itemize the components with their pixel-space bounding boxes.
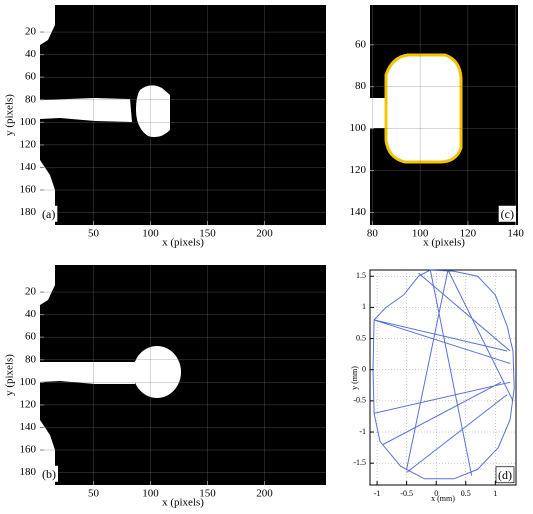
x-tick-label: 100: [412, 228, 429, 240]
data-line: [372, 269, 515, 480]
y-tick-label: 100: [20, 376, 37, 388]
y-tick-label: -0.5: [353, 396, 366, 405]
x-tick-label: -0.5: [400, 489, 413, 498]
y-tick-label: 100: [20, 116, 37, 128]
y-tick-label: 100: [350, 122, 367, 134]
x-tick-label: -1: [374, 489, 381, 498]
y-tick-label: 1: [362, 302, 366, 311]
x-tick-label: 0: [434, 489, 438, 498]
image-shape: [370, 98, 386, 128]
panel-label-bg: [495, 466, 515, 484]
y-tick-label: 20: [25, 286, 37, 298]
y-tick-label: 140: [20, 421, 37, 433]
x-tick-label: 150: [199, 228, 216, 240]
y-tick-label: 160: [20, 444, 37, 456]
image-shape: [40, 265, 181, 485]
y-tick-label: 180: [20, 206, 37, 218]
x-axis-label: x (pixels): [423, 237, 465, 249]
y-tick-label: 160: [20, 184, 37, 196]
x-tick-label: 150: [199, 488, 216, 500]
x-tick-label: 1: [493, 489, 497, 498]
x-tick-label: 50: [88, 488, 100, 500]
y-tick-label: 40: [25, 48, 37, 60]
y-tick-label: 60: [25, 71, 37, 83]
y-tick-label: 80: [25, 93, 37, 105]
y-tick-label: 60: [355, 38, 367, 50]
y-axis-label: y (mm): [350, 366, 359, 390]
image-shape: [40, 5, 170, 225]
x-axis-label: x (pixels): [162, 237, 204, 249]
y-tick-label: 80: [355, 80, 367, 92]
panel-label: (d): [498, 468, 512, 482]
y-tick-label: 0.5: [356, 333, 366, 342]
plot-area-d: [369, 269, 517, 486]
y-tick-label: 140: [350, 206, 367, 218]
y-tick-label: 120: [20, 138, 37, 150]
x-tick-label: 50: [88, 228, 100, 240]
y-tick-label: -1: [359, 427, 366, 436]
y-tick-label: 120: [20, 398, 37, 410]
y-tick-label: 20: [25, 26, 37, 38]
y-axis-label: y (pixels): [4, 354, 16, 396]
y-tick-label: -1.5: [353, 458, 366, 467]
x-tick-label: 200: [256, 228, 273, 240]
y-tick-label: 180: [20, 466, 37, 478]
panel-label-bg: [40, 205, 58, 222]
y-tick-label: 40: [25, 308, 37, 320]
x-tick-label: 120: [460, 228, 477, 240]
y-tick-label: 120: [350, 164, 367, 176]
panel-label: (c): [501, 207, 514, 221]
y-tick-label: 80: [25, 353, 37, 365]
x-axis-label: x (mm): [431, 494, 455, 503]
x-tick-label: 0.5: [461, 489, 471, 498]
image-shape: [384, 53, 463, 164]
x-tick-label: 80: [367, 228, 379, 240]
y-tick-label: 1.5: [356, 271, 366, 280]
panel-label-bg: [40, 465, 58, 482]
x-tick-label: 100: [142, 488, 159, 500]
x-axis-label: x (pixels): [162, 497, 204, 509]
panel-label-bg: [498, 205, 516, 222]
y-tick-label: 140: [20, 161, 37, 173]
x-tick-label: 200: [256, 488, 273, 500]
data-line: [373, 269, 514, 476]
x-tick-label: 100: [142, 228, 159, 240]
panel-label: (b): [42, 467, 56, 481]
panel-label: (a): [42, 207, 55, 221]
y-axis-label: y (pixels): [4, 94, 16, 136]
x-tick-label: 140: [507, 228, 524, 240]
y-tick-label: 60: [25, 331, 37, 343]
y-tick-label: 0: [362, 365, 366, 374]
